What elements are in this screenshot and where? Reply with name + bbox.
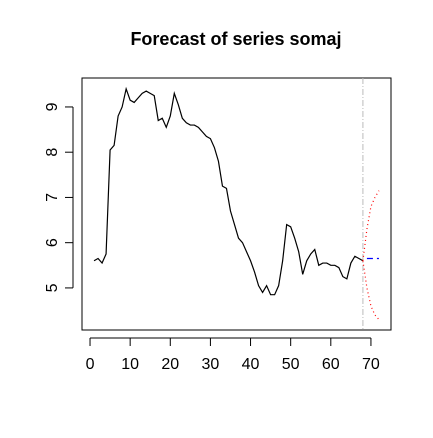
- x-tick-label: 0: [86, 356, 95, 373]
- series-line: [362, 190, 380, 261]
- x-tick-label: 60: [322, 356, 340, 373]
- y-tick-label: 8: [44, 148, 61, 157]
- x-tick-label: 20: [161, 356, 179, 373]
- x-tick-label: 50: [282, 356, 300, 373]
- x-tick-label: 70: [362, 356, 380, 373]
- x-tick-label: 30: [202, 356, 220, 373]
- x-tick-label: 40: [242, 356, 260, 373]
- y-tick-label: 7: [44, 193, 61, 202]
- y-tick-label: 6: [44, 238, 61, 247]
- series-line: [93, 86, 364, 296]
- plot-box: [81, 77, 392, 331]
- chart-title: Forecast of series somaj: [130, 29, 341, 49]
- series-line: [362, 260, 380, 320]
- y-tick-label: 5: [44, 283, 61, 292]
- y-tick-label: 9: [44, 102, 61, 111]
- x-tick-label: 10: [121, 356, 139, 373]
